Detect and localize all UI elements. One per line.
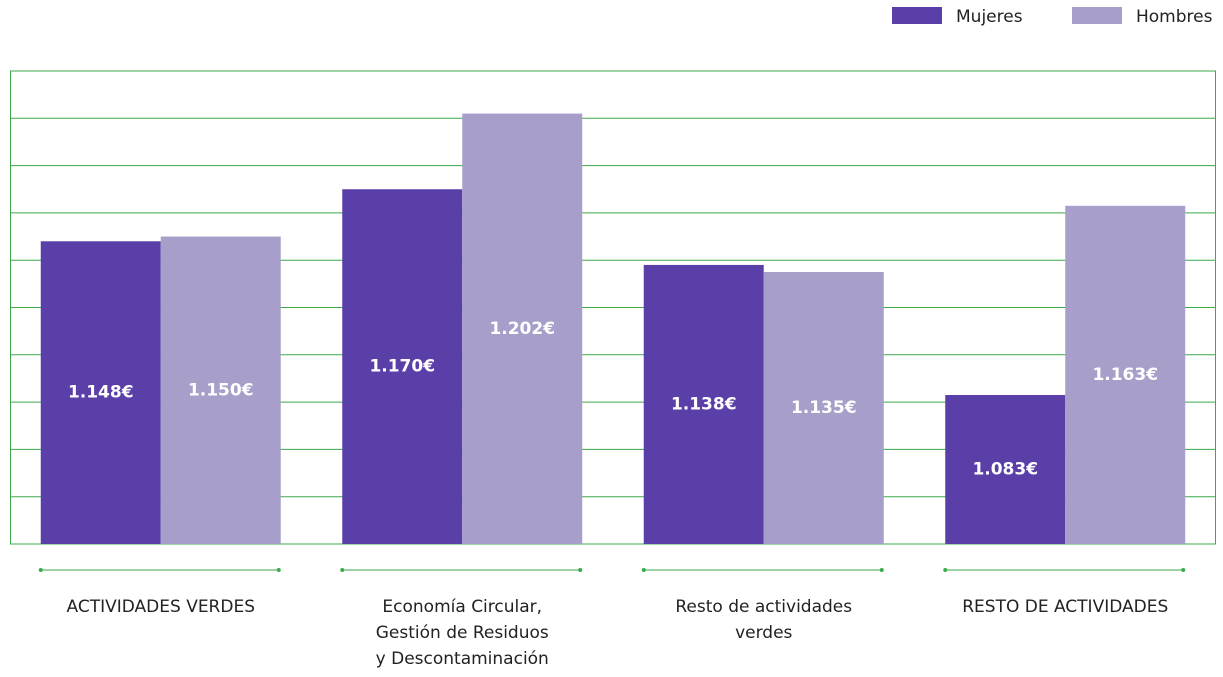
bar	[462, 113, 583, 544]
x-tick-label: Economía Circular, Gestión de Residuos y…	[375, 597, 549, 669]
value-label: 1.148€	[68, 383, 134, 403]
rule-dot	[1181, 568, 1186, 572]
rule-dot	[879, 568, 884, 572]
bar	[40, 241, 161, 544]
bar	[643, 264, 764, 544]
legend-swatch	[1072, 7, 1122, 24]
legend-swatch	[892, 7, 942, 24]
value-label: 1.202€	[489, 319, 555, 339]
x-tick-label: ACTIVIDADES VERDES	[66, 597, 256, 617]
legend-label: Hombres	[1136, 7, 1213, 27]
value-label: 1.138€	[671, 394, 737, 414]
bar	[160, 236, 281, 545]
rule-dot	[38, 568, 43, 572]
bar	[342, 189, 463, 544]
bar	[763, 272, 884, 544]
rule-dot	[276, 568, 281, 572]
value-label: 1.150€	[188, 380, 254, 400]
bar	[945, 395, 1066, 544]
rule-dot	[641, 568, 646, 572]
rule-dot	[943, 568, 948, 572]
value-label: 1.083€	[972, 460, 1038, 480]
legend-label: Mujeres	[956, 7, 1023, 27]
x-tick-label: RESTO DE ACTIVIDADES	[962, 597, 1169, 617]
value-label: 1.135€	[791, 398, 857, 418]
x-tick-label: Resto de actividades verdes	[675, 597, 853, 643]
value-label: 1.163€	[1092, 365, 1158, 385]
rule-dot	[340, 568, 345, 572]
rule-dot	[578, 568, 583, 572]
value-label: 1.170€	[369, 357, 435, 377]
bar	[1065, 205, 1186, 544]
